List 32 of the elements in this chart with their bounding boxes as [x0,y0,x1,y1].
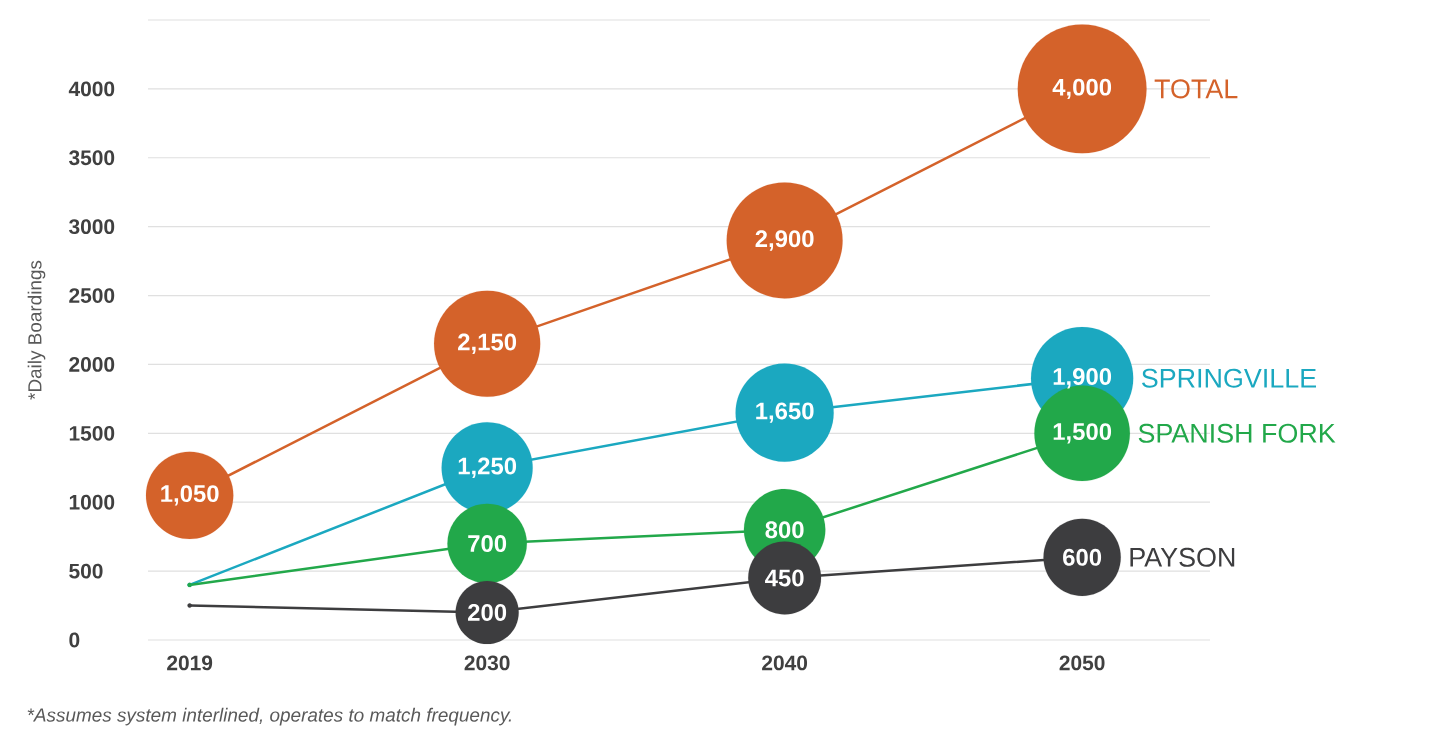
data-label: 200 [468,603,507,621]
data-label: 2,150 [458,333,517,354]
data-label: 1,050 [161,485,219,506]
y-axis-title: *Daily Boardings [27,260,46,400]
data-label: 1,900 [1053,368,1112,389]
legend-label: TOTAL [1154,79,1238,99]
y-tick-label: 3500 [69,150,115,166]
data-label: 1,250 [458,457,517,478]
data-label: 1,650 [756,402,814,423]
x-tick-label: 2040 [762,655,808,671]
text: *Assumes system interlined, operates to match frequency. [27,707,511,726]
legend-label: PAYSON [1130,547,1235,567]
y-tick-label: 0 [69,632,80,648]
data-label: 4,000 [1052,78,1112,100]
x-tick-label: 2030 [464,655,510,671]
y-tick-label: 1000 [69,494,115,510]
data-label: 450 [765,569,804,587]
x-tick-label: 2019 [167,655,213,671]
y-tick-label: 3000 [69,219,115,235]
y-tick-label: 4000 [68,81,115,97]
y-tick-label: 2500 [69,288,115,303]
data-label: 2,900 [755,230,814,251]
data-label: 600 [1063,548,1102,566]
data-label: 700 [468,535,507,553]
legend-label: SPANISH FORK [1138,423,1336,443]
legend-label: SPRINGVILLE [1141,368,1317,388]
y-tick-label: 500 [69,563,103,579]
data-label: 1,500 [1053,423,1112,444]
x-tick-label: 2050 [1059,655,1105,671]
data-label: 800 [765,521,804,539]
y-tick-label: 1500 [69,425,115,441]
y-tick-label: 2000 [69,357,115,372]
